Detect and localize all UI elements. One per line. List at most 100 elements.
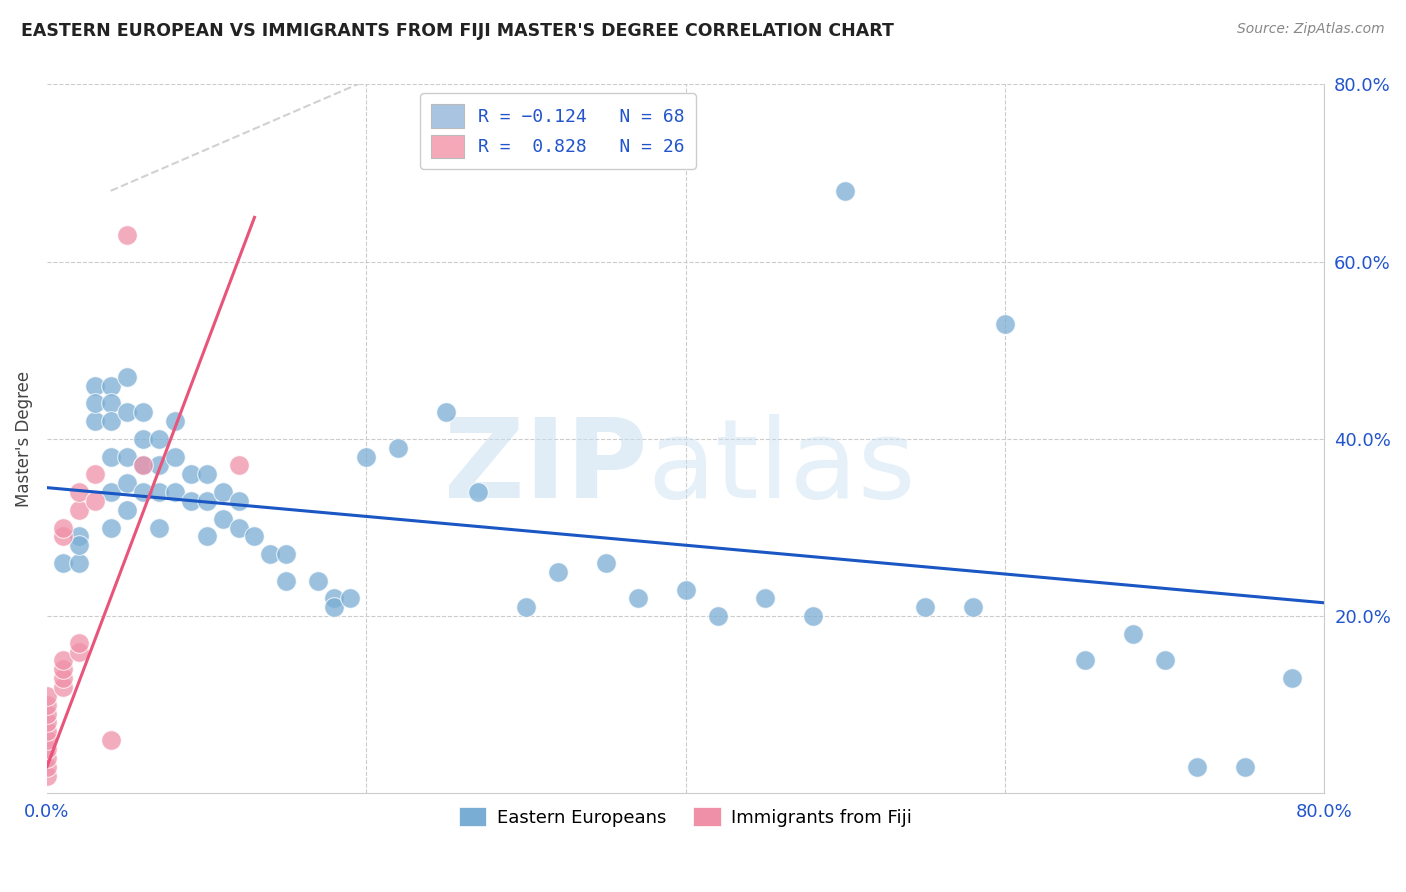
Point (243, 529, 266, 543)
Legend: Eastern Europeans, Immigrants from Fiji: Eastern Europeans, Immigrants from Fiji (451, 800, 920, 834)
Point (339, 591, 361, 606)
Point (115, 476, 138, 491)
Point (67, 529, 90, 543)
Point (131, 405, 153, 419)
Point (228, 458, 250, 473)
Text: ZIP: ZIP (444, 414, 647, 521)
Point (356, 450, 378, 464)
Point (1281, 671, 1303, 685)
Point (83, 396, 105, 410)
Point (675, 582, 697, 597)
Point (115, 405, 138, 419)
Point (35, 742, 58, 756)
Point (35, 733, 58, 747)
Point (83, 378, 105, 392)
Point (35, 706, 58, 721)
Point (547, 565, 569, 579)
Point (228, 494, 250, 508)
Text: atlas: atlas (647, 414, 915, 521)
Point (52, 653, 75, 667)
Point (228, 520, 250, 534)
Point (148, 432, 170, 446)
Point (115, 450, 138, 464)
Point (211, 511, 233, 525)
Point (1185, 760, 1208, 774)
Point (1153, 653, 1175, 667)
Y-axis label: Master's Degree: Master's Degree (15, 371, 32, 507)
Point (83, 494, 105, 508)
Point (67, 538, 90, 552)
Point (35, 689, 58, 703)
Point (1074, 653, 1097, 667)
Point (52, 520, 75, 534)
Text: Source: ZipAtlas.com: Source: ZipAtlas.com (1237, 22, 1385, 37)
Point (515, 600, 537, 615)
Point (100, 733, 122, 747)
Point (100, 396, 122, 410)
Point (195, 467, 218, 482)
Point (323, 591, 346, 606)
Point (148, 520, 170, 534)
Point (100, 485, 122, 500)
Point (115, 228, 138, 243)
Point (52, 662, 75, 676)
Point (131, 458, 153, 473)
Point (834, 184, 856, 198)
Point (100, 414, 122, 428)
Point (211, 485, 233, 500)
Point (83, 414, 105, 428)
Point (100, 378, 122, 392)
Point (52, 529, 75, 543)
Point (35, 769, 58, 783)
Point (180, 467, 202, 482)
Point (163, 414, 186, 428)
Point (803, 609, 825, 624)
Point (52, 556, 75, 570)
Point (131, 485, 153, 500)
Point (67, 485, 90, 500)
Point (35, 698, 58, 712)
Point (994, 317, 1017, 331)
Point (276, 547, 298, 561)
Point (148, 458, 170, 473)
Point (259, 547, 281, 561)
Point (595, 556, 617, 570)
Point (706, 609, 728, 624)
Point (52, 680, 75, 694)
Point (115, 503, 138, 517)
Point (467, 485, 489, 500)
Point (148, 485, 170, 500)
Point (387, 441, 409, 455)
Point (195, 494, 218, 508)
Point (434, 405, 457, 419)
Point (100, 520, 122, 534)
Point (323, 600, 346, 615)
Point (67, 636, 90, 650)
Point (1122, 627, 1144, 641)
Point (627, 591, 650, 606)
Point (67, 503, 90, 517)
Point (83, 467, 105, 482)
Point (35, 751, 58, 765)
Point (1233, 760, 1256, 774)
Point (163, 450, 186, 464)
Point (131, 458, 153, 473)
Point (307, 574, 329, 588)
Point (52, 671, 75, 685)
Point (195, 529, 218, 543)
Point (115, 369, 138, 384)
Point (131, 432, 153, 446)
Point (35, 715, 58, 730)
Point (67, 556, 90, 570)
Point (276, 574, 298, 588)
Text: EASTERN EUROPEAN VS IMMIGRANTS FROM FIJI MASTER'S DEGREE CORRELATION CHART: EASTERN EUROPEAN VS IMMIGRANTS FROM FIJI… (21, 22, 894, 40)
Point (35, 760, 58, 774)
Point (180, 494, 202, 508)
Point (67, 644, 90, 658)
Point (754, 591, 776, 606)
Point (100, 450, 122, 464)
Point (914, 600, 936, 615)
Point (35, 724, 58, 739)
Point (962, 600, 984, 615)
Point (163, 485, 186, 500)
